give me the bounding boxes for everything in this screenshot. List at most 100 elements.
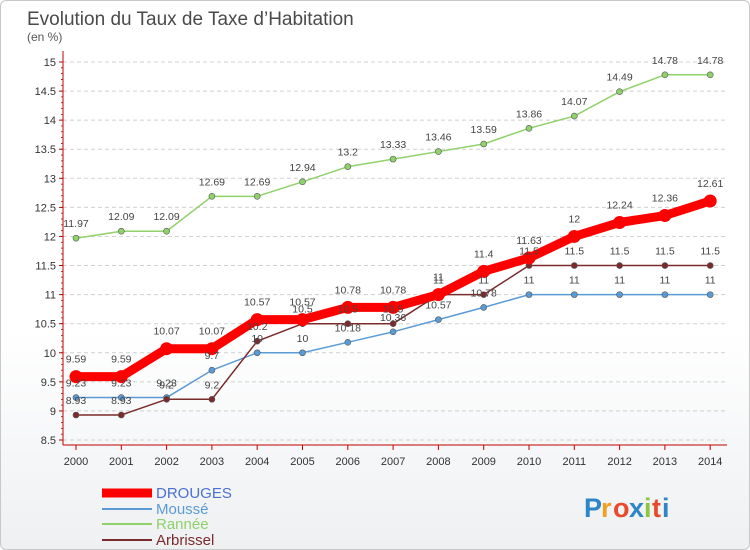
x-tick-label: 2001 — [109, 456, 133, 468]
legend-item-arbrissel: Arbrissel — [102, 532, 214, 549]
logo-letter: r — [601, 493, 612, 523]
data-point — [525, 291, 533, 298]
data-point — [344, 339, 352, 346]
data-label: 11 — [433, 275, 444, 287]
data-point — [72, 234, 80, 242]
data-point — [118, 227, 125, 235]
y-tick-label: 9 — [50, 406, 56, 418]
data-point — [299, 349, 306, 357]
data-point — [344, 320, 352, 327]
data-label: 10.07 — [153, 326, 179, 338]
data-label: 9.2 — [159, 379, 174, 391]
data-label: 10.07 — [199, 326, 225, 338]
x-tick-label: 2008 — [426, 456, 450, 468]
data-point — [341, 300, 355, 314]
data-point — [299, 178, 306, 186]
data-label: 11 — [569, 275, 580, 287]
data-label: 11.4 — [474, 248, 494, 260]
data-label: 11 — [659, 275, 670, 287]
data-label: 10.78 — [380, 284, 406, 296]
chart-subtitle: (en %) — [27, 30, 62, 44]
x-tick-label: 2005 — [290, 456, 314, 468]
data-point — [386, 300, 400, 314]
data-label: 12.61 — [697, 178, 723, 190]
data-point — [525, 124, 533, 132]
data-label: 8.93 — [66, 395, 87, 407]
data-point — [661, 262, 669, 269]
data-point — [570, 262, 578, 269]
data-label: 9.23 — [111, 378, 132, 390]
data-point — [706, 262, 714, 269]
series-rannée — [72, 71, 714, 242]
x-tick-label: 2013 — [653, 456, 677, 468]
data-label: 13.2 — [338, 147, 359, 159]
data-point — [431, 288, 445, 302]
data-point — [389, 320, 397, 327]
y-tick-label: 14 — [44, 115, 56, 127]
data-label: 9.2 — [205, 379, 220, 391]
data-point — [616, 291, 623, 298]
x-tick-label: 2010 — [517, 456, 541, 468]
data-point — [253, 349, 261, 357]
data-point — [658, 209, 672, 223]
data-label: 10 — [297, 333, 309, 345]
data-label: 11.5 — [700, 246, 720, 258]
data-label: 9.23 — [156, 378, 177, 390]
data-point — [208, 366, 216, 374]
y-tick-label: 8.5 — [41, 435, 56, 447]
data-label: 10.57 — [425, 300, 451, 312]
data-label: 10.5 — [292, 304, 313, 316]
proxiti-logo: Pr o x i t i — [584, 493, 670, 523]
legend-item-moussé: Moussé — [102, 501, 209, 518]
data-point — [296, 313, 309, 327]
y-tick-label: 11 — [45, 290, 56, 302]
data-label: 13.33 — [380, 139, 406, 151]
y-tick-label: 10.5 — [35, 319, 56, 331]
data-label: 9.23 — [66, 378, 87, 390]
data-label: 12.94 — [289, 162, 315, 174]
y-tick-label: 13 — [44, 173, 56, 185]
data-label: 9.59 — [111, 354, 132, 366]
logo-letter: o — [613, 493, 630, 523]
data-label: 10.5 — [338, 304, 359, 316]
x-tick-label: 2006 — [336, 456, 360, 468]
data-label: 11.5 — [655, 246, 675, 258]
data-label: 11 — [614, 275, 625, 287]
y-tick-label: 9.5 — [41, 377, 56, 389]
data-label: 10.78 — [335, 284, 361, 296]
data-point — [661, 71, 669, 79]
data-point — [480, 304, 488, 311]
x-tick-label: 2014 — [698, 456, 722, 468]
data-point — [477, 264, 491, 278]
data-point — [344, 163, 352, 170]
data-point — [389, 155, 397, 163]
data-point — [661, 291, 669, 298]
data-label: 9.59 — [66, 354, 87, 366]
legend-item-drouges: DROUGES — [102, 485, 232, 502]
series-drouges — [69, 194, 717, 384]
data-label: 8.93 — [111, 395, 132, 407]
data-label: 11 — [478, 275, 489, 287]
logo-letter: P — [584, 493, 602, 523]
data-label: 10.2 — [247, 321, 268, 333]
data-point — [69, 370, 83, 384]
data-label: 11.5 — [519, 246, 539, 258]
series-lines — [69, 71, 717, 419]
y-tick-label: 15 — [44, 57, 56, 69]
data-point — [567, 229, 581, 243]
data-point — [480, 291, 488, 298]
data-label: 11.5 — [610, 246, 630, 258]
legend-label: Rannée — [156, 516, 209, 533]
series-moussé — [72, 291, 714, 401]
data-label: 9.7 — [205, 350, 220, 362]
data-point — [616, 88, 623, 95]
data-label: 12.09 — [153, 211, 179, 223]
data-point — [480, 140, 488, 148]
y-tick-label: 11.5 — [35, 261, 56, 273]
data-point — [435, 316, 442, 323]
data-point — [253, 193, 261, 200]
x-tick-label: 2000 — [64, 456, 88, 468]
